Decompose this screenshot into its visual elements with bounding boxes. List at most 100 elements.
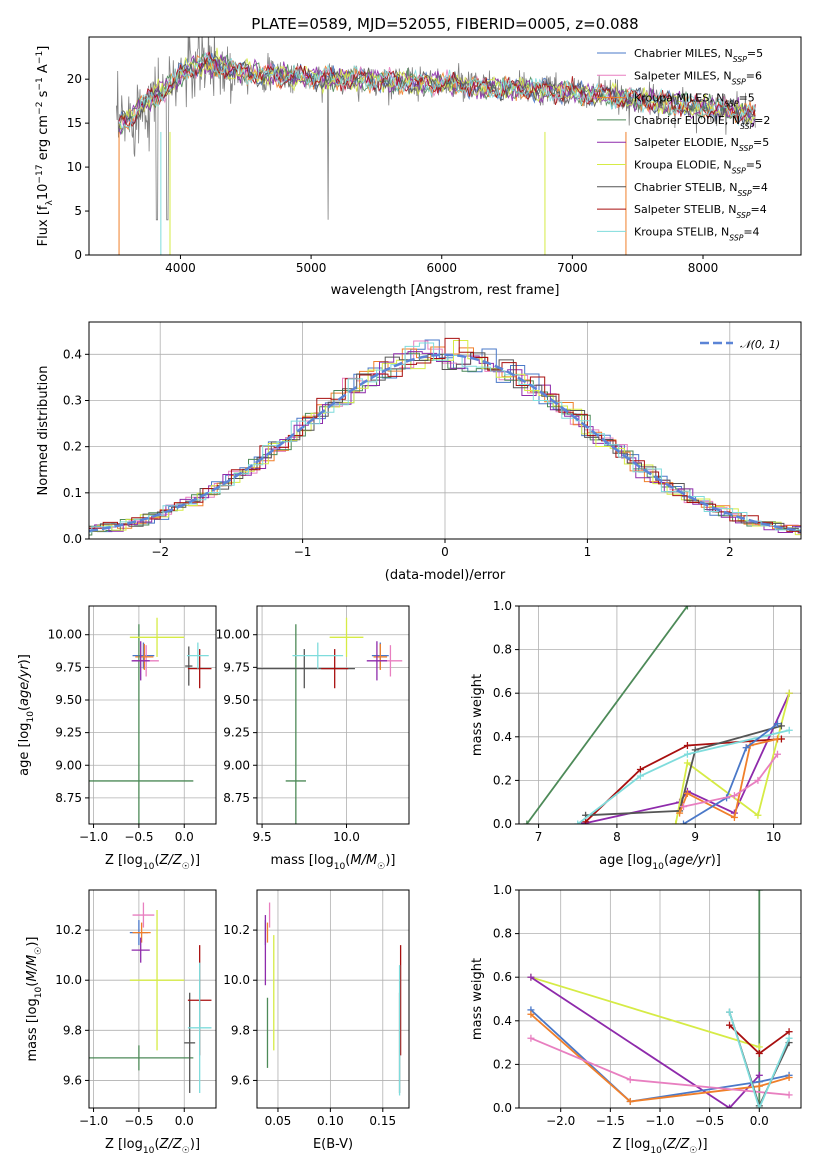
- x-tick-label: −2: [151, 545, 169, 559]
- x-tick-label: 0.0: [175, 1114, 194, 1128]
- x-tick-label: 4000: [165, 261, 196, 275]
- y-tick-label: 0.6: [493, 686, 512, 700]
- x-tick-label: 9.5: [253, 830, 272, 844]
- y-tick-label: 0.0: [493, 817, 512, 831]
- y-tick-label: 8.75: [55, 791, 82, 805]
- x-tick-label: 7000: [557, 261, 588, 275]
- plot-area: [89, 606, 216, 824]
- y-tick-label: 9.8: [231, 1023, 250, 1037]
- residuals-panel: −2 −1 0 1 2 0.0 0.1 0.2 0.3 0.4 (data-model)/error…: [36, 322, 819, 583]
- y-tick-label: 0.8: [493, 927, 512, 941]
- y-axis-label: mass weight: [470, 674, 485, 756]
- x-tick-label: 7: [535, 830, 543, 844]
- y-tick-label: 9.75: [55, 660, 82, 674]
- y-tick-label: 1.0: [493, 883, 512, 897]
- y-tick-label: 10.0: [223, 973, 250, 987]
- y-axis-label: mass [log10(M/M☉)]: [25, 937, 44, 1062]
- x-tick-label: 5000: [296, 261, 327, 275]
- y-tick-label: 9.8: [63, 1023, 82, 1037]
- y-tick-label: 1.0: [493, 599, 512, 613]
- mass-vs-EBV-panel: 0.05 0.10 0.15 9.6 9.8 10.0 10.2 E(B-V): [223, 890, 409, 1152]
- y-tick-label: 5: [74, 204, 82, 218]
- y-axis-label: mass weight: [470, 958, 485, 1040]
- x-tick-label: −2.0: [546, 1114, 575, 1128]
- weight-vs-age-panel: 7 8 9 10 0.0 0.2 0.4 0.6 0.8 1.0 age [log10(age/yr…: [470, 599, 801, 872]
- x-tick-label: 2: [726, 545, 734, 559]
- x-tick-label: −1.5: [596, 1114, 625, 1128]
- y-tick-label: 9.6: [231, 1073, 250, 1087]
- x-axis-label: Z [log10(Z/Z☉)]: [612, 1137, 707, 1156]
- x-tick-label: −0.5: [124, 830, 153, 844]
- y-tick-label: 0.1: [63, 486, 82, 500]
- y-tick-label: 10.2: [223, 923, 250, 937]
- x-tick-label: 0.10: [317, 1114, 344, 1128]
- x-axis-label: (data-model)/error: [385, 568, 506, 583]
- y-tick-label: 9.25: [223, 726, 250, 740]
- x-tick-label: 8000: [688, 261, 719, 275]
- x-tick-label: 10: [766, 830, 781, 844]
- y-axis-label: age [log10(age/yr)]: [17, 654, 36, 776]
- y-tick-label: 10.0: [55, 973, 82, 987]
- x-tick-label: −1.0: [645, 1114, 674, 1128]
- y-tick-label: 9.50: [223, 693, 250, 707]
- x-tick-label: 0.15: [369, 1114, 396, 1128]
- x-tick-label: −1.0: [79, 1114, 108, 1128]
- x-tick-label: 9: [691, 830, 699, 844]
- x-tick-label: 0.0: [175, 830, 194, 844]
- x-axis-label: age [log10(age/yr)]: [599, 853, 721, 872]
- y-tick-label: 0.4: [493, 730, 512, 744]
- y-tick-label: 0.6: [493, 970, 512, 984]
- x-axis-label: wavelength [Angstrom, rest frame]: [331, 283, 560, 298]
- y-axis-label: Flux [fλ10−17 erg cm−2 s−1 A−1]: [35, 46, 55, 247]
- y-tick-label: 0.8: [493, 643, 512, 657]
- y-tick-label: 10.00: [216, 628, 250, 642]
- y-tick-label: 9.00: [223, 758, 250, 772]
- x-tick-label: 6000: [426, 261, 457, 275]
- x-axis-label: mass [log10(M/M☉)]: [271, 853, 396, 872]
- y-tick-label: 9.75: [223, 660, 250, 674]
- x-axis-label: E(B-V): [313, 1137, 353, 1152]
- x-tick-label: 8: [613, 830, 621, 844]
- y-tick-label: 20: [67, 72, 82, 86]
- x-tick-label: 10.0: [333, 830, 360, 844]
- y-tick-label: 0.0: [63, 532, 82, 546]
- y-tick-label: 10.2: [55, 923, 82, 937]
- y-tick-label: 9.50: [55, 693, 82, 707]
- y-tick-label: 9.25: [55, 726, 82, 740]
- y-tick-label: 0.2: [63, 440, 82, 454]
- y-tick-label: 0.2: [493, 773, 512, 787]
- y-axis-label: Normed distribution: [36, 366, 51, 496]
- x-tick-label: −0.5: [695, 1114, 724, 1128]
- plot-area: [257, 890, 409, 1108]
- y-tick-label: 15: [67, 116, 82, 130]
- y-tick-label: 0.0: [493, 1101, 512, 1115]
- legend-entry: 𝒩(0, 1): [740, 338, 780, 351]
- y-tick-label: 0: [74, 248, 82, 262]
- y-tick-label: 8.75: [223, 791, 250, 805]
- y-tick-label: 0.4: [63, 347, 82, 361]
- y-tick-label: 9.00: [55, 758, 82, 772]
- plot-area: [257, 606, 409, 824]
- x-tick-label: 0.0: [750, 1114, 769, 1128]
- x-axis-label: Z [log10(Z/Z☉)]: [105, 1137, 200, 1156]
- y-tick-label: 9.6: [63, 1073, 82, 1087]
- plot-area: [519, 606, 801, 824]
- x-tick-label: 1: [584, 545, 592, 559]
- x-axis-label: Z [log10(Z/Z☉)]: [105, 853, 200, 872]
- x-tick-label: 0: [441, 545, 449, 559]
- chart-title: PLATE=0589, MJD=52055, FIBERID=0005, z=0…: [251, 15, 638, 33]
- y-tick-label: 10.00: [48, 628, 82, 642]
- x-tick-label: −1: [294, 545, 312, 559]
- x-tick-label: 0.05: [265, 1114, 292, 1128]
- y-tick-label: 0.4: [493, 1014, 512, 1028]
- x-tick-label: −0.5: [124, 1114, 153, 1128]
- mass-vs-Z-panel: −1.0 −0.5 0.0 9.6 9.8 10.0 10.2 Z [log10(Z/Z☉)]…: [25, 890, 216, 1156]
- plot-area: [89, 890, 216, 1108]
- spectrum-panel: 4000 5000 6000 7000 8000 0 5 10 15 20 PLATE=0589, …: [35, 15, 801, 298]
- y-tick-label: 10: [67, 160, 82, 174]
- age-vs-mass-panel: 9.5 10.0 8.75 9.00 9.25 9.50 9.75 10.00 mass [lo…: [216, 606, 409, 938]
- y-tick-label: 0.3: [63, 393, 82, 407]
